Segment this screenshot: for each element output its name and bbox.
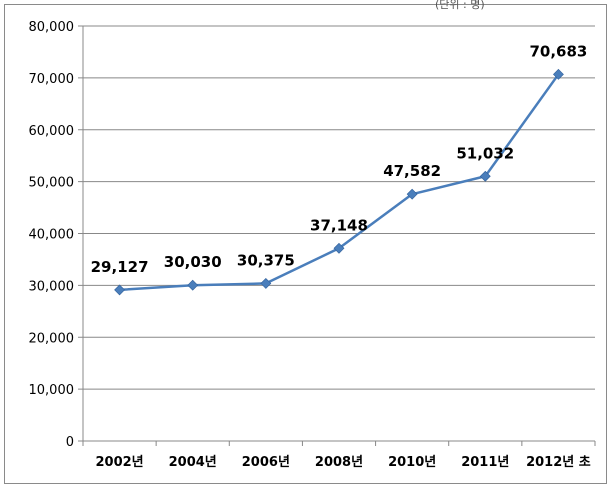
y-tick-label: 80,000: [29, 20, 75, 35]
data-point-marker: [406, 188, 418, 200]
y-tick-label: 30,000: [29, 279, 75, 294]
data-label: 70,683: [529, 42, 587, 60]
y-axis-tick-labels: 0 10,000 20,000 30,000 40,000 50,000 60,000 70,…: [29, 20, 75, 450]
y-tick-label: 40,000: [29, 228, 75, 243]
data-point-marker: [333, 242, 345, 254]
data-label: 37,148: [310, 216, 368, 234]
series-markers: [114, 68, 564, 296]
axes: [78, 25, 596, 446]
gridlines: [83, 25, 595, 390]
x-axis-tick-labels: 2002년 2004년 2006년 2008년 2010년 2011년 2012년 초: [95, 455, 590, 470]
data-point-marker: [187, 279, 199, 291]
x-tick-label: 2011년: [461, 455, 509, 470]
x-tick-label: 2006년: [242, 455, 290, 470]
data-labels: 29,127 30,030 30,375 37,148 47,582 51,032 70,6…: [91, 42, 588, 276]
x-tick-label: 2008년: [315, 455, 363, 470]
y-tick-label: 0: [66, 435, 74, 450]
data-point-marker: [260, 278, 272, 289]
data-label: 30,030: [164, 253, 222, 271]
y-tick-label: 70,000: [29, 72, 75, 87]
y-tick-label: 50,000: [29, 176, 75, 191]
data-label: 51,032: [456, 144, 514, 162]
y-tick-label: 10,000: [29, 383, 75, 398]
data-point-marker: [479, 170, 491, 182]
y-tick-label: 20,000: [29, 331, 75, 346]
line-chart: 0 10,000 20,000 30,000 40,000 50,000 60,000 70,…: [29, 20, 596, 470]
data-label: 30,375: [237, 251, 295, 269]
x-tick-label: 2012년 초: [526, 455, 591, 470]
y-tick-label: 60,000: [29, 124, 75, 139]
unit-note: (단위 : 명): [435, 0, 485, 11]
chart-frame: (단위 : 명) 0 10,000 20,000 30,000 40,000 50,000…: [4, 0, 607, 484]
x-tick-label: 2002년: [95, 455, 143, 470]
x-tick-label: 2004년: [169, 455, 217, 470]
data-label: 47,582: [383, 162, 441, 180]
x-tick-label: 2010년: [388, 455, 436, 470]
data-point-marker: [553, 68, 564, 80]
data-point-marker: [114, 284, 125, 296]
data-label: 29,127: [91, 258, 149, 276]
